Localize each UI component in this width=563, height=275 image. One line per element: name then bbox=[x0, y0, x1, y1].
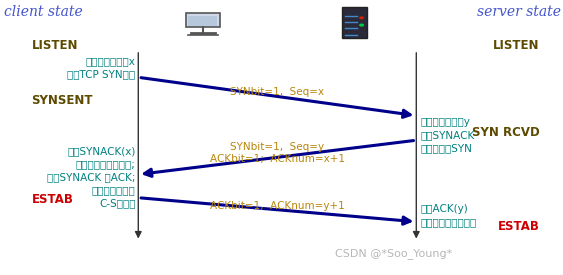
Text: 选择初始序号，y
发送SYNACK
报文，确认SYN: 选择初始序号，y 发送SYNACK 报文，确认SYN bbox=[421, 117, 475, 153]
Text: SYNSENT: SYNSENT bbox=[32, 94, 93, 107]
Text: LISTEN: LISTEN bbox=[32, 39, 78, 52]
FancyBboxPatch shape bbox=[186, 13, 220, 27]
Text: client state: client state bbox=[3, 5, 82, 19]
Text: ESTAB: ESTAB bbox=[498, 220, 540, 233]
FancyBboxPatch shape bbox=[188, 16, 217, 26]
Text: ESTAB: ESTAB bbox=[32, 192, 73, 206]
Text: 接收SYNACK(x)
表明服务器是活跃的;
发送SYNACK 的ACK;
该报文可能包含
C-S的数据: 接收SYNACK(x) 表明服务器是活跃的; 发送SYNACK 的ACK; 该报… bbox=[47, 146, 136, 208]
Text: 选择初始序号，x
发送TCP SYN报文: 选择初始序号，x 发送TCP SYN报文 bbox=[68, 56, 136, 79]
Text: server state: server state bbox=[477, 5, 561, 19]
FancyBboxPatch shape bbox=[342, 7, 367, 38]
Circle shape bbox=[360, 24, 363, 26]
Text: LISTEN: LISTEN bbox=[493, 39, 540, 52]
Circle shape bbox=[360, 17, 363, 19]
Text: ACKbit=1,  ACKnum=y+1: ACKbit=1, ACKnum=y+1 bbox=[209, 202, 345, 211]
Text: 接收ACK(y)
表明客户端是活跃的: 接收ACK(y) 表明客户端是活跃的 bbox=[421, 204, 477, 227]
Text: SYNbit=1,  Seq=y
ACKbit=1;  ACKnum=x+1: SYNbit=1, Seq=y ACKbit=1; ACKnum=x+1 bbox=[209, 142, 345, 164]
Text: CSDN @*Soo_Young*: CSDN @*Soo_Young* bbox=[335, 248, 453, 259]
Text: SYNbit=1,  Seq=x: SYNbit=1, Seq=x bbox=[230, 87, 324, 97]
Text: SYN RCVD: SYN RCVD bbox=[472, 125, 540, 139]
